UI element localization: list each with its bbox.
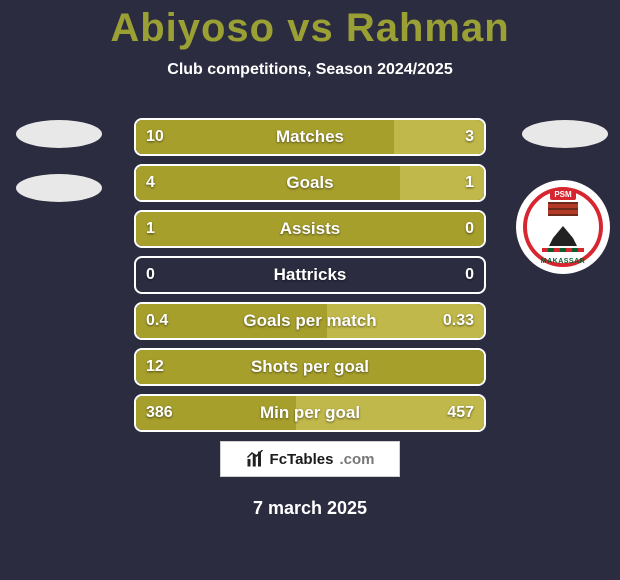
- avatar-placeholder-left-0: [16, 120, 102, 148]
- stat-row-min-per-goal: 386457Min per goal: [134, 394, 486, 432]
- brand-suffix: .com: [339, 451, 374, 468]
- club-badge-art: [536, 200, 590, 254]
- page-title: Abiyoso vs Rahman: [0, 0, 620, 51]
- date-text: 7 march 2025: [0, 498, 620, 519]
- stat-row-shots-per-goal: 12Shots per goal: [134, 348, 486, 386]
- title-player-a: Abiyoso: [110, 6, 275, 50]
- stat-row-assists: 10Assists: [134, 210, 486, 248]
- club-badge: PSM MAKASSAR: [516, 180, 610, 274]
- avatar-placeholder-right: [522, 120, 608, 148]
- stat-label: Goals: [136, 166, 484, 200]
- stat-label: Shots per goal: [136, 350, 484, 384]
- stat-label: Goals per match: [136, 304, 484, 338]
- stat-row-goals-per-match: 0.40.33Goals per match: [134, 302, 486, 340]
- club-badge-label-top: PSM: [550, 189, 575, 200]
- bars-icon: [246, 450, 264, 468]
- stat-label: Min per goal: [136, 396, 484, 430]
- comparison-bars: 103Matches 41Goals 10Assists 00Hattricks 0.4…: [134, 118, 486, 440]
- stat-label: Assists: [136, 212, 484, 246]
- brand-box: FcTables .com: [220, 441, 400, 477]
- stat-label: Hattricks: [136, 258, 484, 292]
- club-badge-label-bottom: MAKASSAR: [541, 258, 585, 265]
- title-vs: vs: [287, 6, 334, 50]
- stat-row-hattricks: 00Hattricks: [134, 256, 486, 294]
- avatar-placeholder-left-1: [16, 174, 102, 202]
- title-player-b: Rahman: [346, 6, 510, 50]
- stat-label: Matches: [136, 120, 484, 154]
- brand-name: FcTables: [270, 451, 334, 468]
- subtitle: Club competitions, Season 2024/2025: [0, 61, 620, 79]
- stat-row-goals: 41Goals: [134, 164, 486, 202]
- stat-row-matches: 103Matches: [134, 118, 486, 156]
